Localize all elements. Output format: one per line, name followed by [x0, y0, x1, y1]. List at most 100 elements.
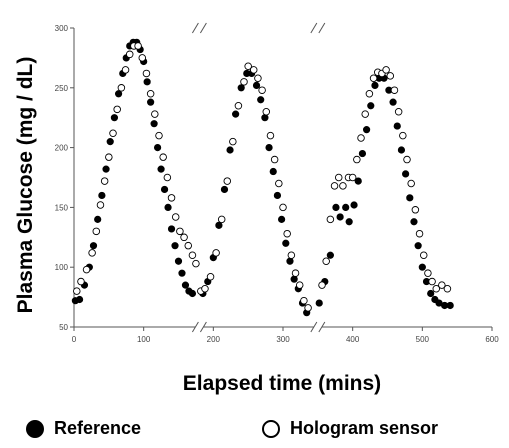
hologram-point [270, 155, 279, 164]
hologram-point [244, 62, 252, 71]
reference-point [278, 215, 286, 223]
reference-point [147, 98, 155, 106]
hologram-point [438, 281, 446, 289]
hologram-point [134, 42, 142, 50]
hologram-point [159, 153, 167, 161]
hologram-point [258, 86, 266, 94]
reference-point [150, 120, 158, 128]
hologram-point [262, 107, 271, 116]
hologram-point [283, 229, 291, 238]
hologram-point [254, 74, 262, 82]
reference-point [114, 90, 123, 98]
hologram-point [443, 284, 452, 293]
reference-point [237, 84, 245, 92]
reference-point [410, 218, 418, 226]
open-circle-icon [262, 419, 280, 438]
axis-break-slash [191, 321, 199, 333]
reference-point [164, 203, 172, 211]
hologram-point [163, 173, 172, 182]
axis-break-gap [195, 321, 204, 333]
reference-point [257, 96, 265, 104]
hologram-point [184, 241, 193, 250]
hologram-point [92, 227, 101, 236]
hologram-point [88, 249, 96, 257]
axis-break-slash [318, 321, 326, 333]
reference-point [157, 165, 165, 173]
axis-break-slash [318, 22, 326, 34]
reference-point [102, 165, 110, 173]
hologram-point [96, 201, 105, 209]
reference-point [226, 146, 234, 154]
legend-item-reference: Reference [26, 418, 141, 439]
reference-point [336, 213, 344, 221]
hologram-point [365, 90, 374, 98]
hologram-point [428, 277, 436, 286]
hologram-point [394, 107, 403, 116]
reference-point [397, 146, 406, 154]
reference-point [160, 185, 169, 194]
reference-point [154, 144, 162, 152]
hologram-point [361, 110, 369, 118]
reference-point [402, 170, 410, 178]
hologram-point [419, 251, 428, 259]
hologram-point [415, 229, 424, 238]
hologram-point [240, 78, 248, 86]
hologram-point [330, 182, 339, 190]
hologram-point [304, 304, 312, 312]
hologram-point [407, 179, 415, 188]
reference-point [326, 251, 334, 259]
hologram-point [326, 215, 335, 224]
reference-point [389, 98, 397, 106]
axis-break-gap [313, 321, 322, 333]
axis-break-slash [199, 321, 207, 333]
reference-point [290, 275, 298, 283]
reference-point [342, 203, 350, 211]
reference-point [143, 78, 151, 86]
hologram-point [229, 137, 237, 146]
reference-point [178, 269, 186, 277]
hologram-point [151, 110, 159, 118]
hologram-point [113, 105, 121, 114]
legend-label-hologram: Hologram sensor [290, 418, 439, 438]
y-tick-label: 150 [55, 203, 69, 212]
hologram-point [73, 287, 81, 295]
reference-point [215, 221, 223, 229]
hologram-point [287, 251, 296, 259]
chart-svg: 50 100 150 200 250 300 0 100 200 300 400 500 600 Ela… [14, 22, 500, 395]
hologram-point [390, 86, 399, 94]
reference-point [98, 191, 106, 200]
hologram-point [125, 50, 134, 59]
hologram-point [411, 206, 420, 214]
reference-point [106, 138, 114, 146]
hologram-point [386, 72, 395, 80]
reference-point [354, 177, 362, 185]
reference-point [345, 218, 353, 226]
y-tick-label: 300 [55, 24, 69, 33]
reference-point [350, 201, 358, 209]
hologram-point [146, 90, 155, 98]
hologram-point [188, 251, 197, 259]
hologram-point [171, 213, 180, 221]
hologram-point [100, 177, 109, 185]
x-tick-label: 100 [137, 335, 151, 344]
axis-break-gap [195, 22, 204, 34]
hologram-point [348, 173, 357, 182]
reference-point [282, 239, 290, 247]
axis-break-slash [191, 22, 199, 34]
hologram-point [399, 131, 407, 140]
reference-point [393, 122, 401, 130]
hologram-point [176, 227, 184, 236]
hologram-point [318, 281, 326, 289]
hologram-point [339, 182, 347, 190]
reference-point [89, 242, 98, 250]
reference-point [446, 301, 454, 310]
hologram-point [217, 215, 226, 224]
reference-point [358, 149, 367, 158]
reference-point [371, 81, 379, 90]
hologram-point [105, 153, 113, 161]
hologram-point [334, 173, 343, 182]
ticks: 50 100 150 200 250 300 0 100 200 300 400 500 600 [55, 24, 500, 344]
axis-break-slash [310, 321, 318, 333]
hologram-point [353, 155, 361, 164]
